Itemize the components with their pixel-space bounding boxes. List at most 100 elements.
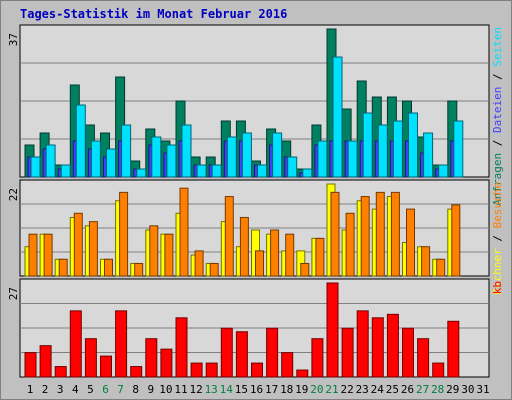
bar-seiten-day-20: [317, 140, 328, 178]
y-max-label: 37: [7, 33, 20, 46]
day-label-15: 15: [235, 383, 248, 396]
bar-besuche-day-11: [179, 187, 189, 277]
bar-besuche-day-8: [134, 262, 144, 277]
day-label-26: 26: [401, 383, 414, 396]
day-label-31: 31: [476, 383, 489, 396]
bar-kb-day-18: [281, 352, 294, 378]
bar-kb-day-24: [371, 317, 384, 378]
day-label-8: 8: [132, 383, 139, 396]
bar-seiten-day-15: [241, 132, 252, 178]
bar-besuche-day-5: [88, 221, 98, 277]
bar-seiten-day-22: [347, 140, 358, 178]
bar-kb-day-5: [84, 338, 97, 378]
bar-besuche-day-18: [285, 233, 295, 277]
bar-kb-day-17: [266, 327, 279, 378]
bar-seiten-day-17: [272, 132, 283, 178]
day-label-9: 9: [147, 383, 154, 396]
day-label-7: 7: [117, 383, 124, 396]
bar-seiten-day-25: [392, 120, 403, 178]
bar-kb-day-19: [296, 369, 309, 378]
bar-besuche-day-14: [224, 196, 234, 277]
legend-entry: /: [491, 133, 504, 153]
bar-besuche-day-13: [209, 262, 219, 277]
y-max-label: 27: [7, 287, 20, 300]
bar-besuche-day-1: [28, 233, 38, 277]
bar-seiten-day-19: [302, 168, 313, 178]
bar-seiten-day-6: [106, 148, 116, 178]
bar-kb-day-20: [311, 338, 324, 378]
day-label-19: 19: [295, 383, 308, 396]
bar-seiten-day-23: [362, 112, 373, 178]
bar-kb-day-28: [432, 362, 445, 378]
bar-kb-day-2: [39, 345, 52, 378]
legend-entry: /: [491, 67, 504, 87]
day-label-6: 6: [102, 383, 109, 396]
bar-seiten-day-5: [90, 140, 101, 178]
bar-seiten-day-14: [226, 136, 237, 178]
day-label-11: 11: [174, 383, 187, 396]
bar-seiten-day-18: [287, 156, 298, 178]
bar-besuche-day-22: [345, 212, 355, 277]
bar-besuche-day-24: [375, 191, 385, 277]
day-label-23: 23: [356, 383, 369, 396]
day-label-17: 17: [265, 383, 278, 396]
bar-besuche-day-16: [255, 250, 264, 277]
chart-title: Tages-Statistik im Monat Februar 2016: [20, 7, 288, 21]
bar-seiten-day-4: [75, 104, 86, 178]
bar-besuche-day-9: [149, 225, 159, 277]
bar-kb-day-23: [356, 310, 369, 378]
bar-seiten-day-7: [121, 124, 132, 178]
bar-kb-day-9: [145, 338, 158, 378]
bar-seiten-day-28: [438, 164, 449, 178]
day-label-20: 20: [310, 383, 323, 396]
bar-kb-day-4: [69, 310, 82, 378]
bar-kb-day-1: [24, 352, 37, 378]
day-label-24: 24: [371, 383, 385, 396]
bar-kb-day-22: [341, 327, 354, 378]
bar-besuche-day-4: [73, 212, 83, 277]
bar-seiten-day-11: [181, 124, 192, 178]
bar-seiten-day-13: [211, 164, 222, 178]
legend-entry: Dateien: [491, 87, 504, 133]
bar-kb-day-25: [386, 313, 399, 378]
legend-entry: kb: [491, 281, 504, 294]
bar-kb-day-3: [54, 366, 67, 378]
day-label-12: 12: [189, 383, 202, 396]
bar-besuche-day-12: [194, 250, 204, 277]
day-label-3: 3: [57, 383, 64, 396]
bar-kb-day-7: [115, 310, 128, 378]
bar-kb-day-10: [160, 348, 173, 378]
bar-besuche-day-15: [239, 216, 249, 277]
legend-entry: Seiten: [491, 27, 504, 67]
bar-besuche-day-6: [104, 258, 113, 277]
bar-kb-day-26: [402, 327, 414, 378]
bar-seiten-day-2: [45, 144, 56, 178]
day-label-5: 5: [87, 383, 94, 396]
bar-besuche-day-25: [390, 191, 400, 277]
bar-seiten-day-26: [408, 112, 418, 178]
day-label-30: 30: [461, 383, 474, 396]
bar-kb-day-6: [100, 355, 112, 378]
day-label-16: 16: [250, 383, 263, 396]
bar-kb-day-29: [447, 320, 460, 378]
day-label-13: 13: [205, 383, 218, 396]
bar-seiten-day-8: [136, 168, 147, 178]
legend-entry: Anfragen: [491, 153, 504, 206]
bar-kb-day-13: [205, 362, 218, 378]
day-label-29: 29: [446, 383, 459, 396]
legend-entry: /: [491, 228, 504, 248]
bar-kb-day-8: [130, 366, 143, 378]
day-label-1: 1: [27, 383, 34, 396]
bar-kb-day-12: [190, 362, 203, 378]
day-label-22: 22: [340, 383, 353, 396]
day-label-27: 27: [416, 383, 429, 396]
day-label-14: 14: [220, 383, 234, 396]
bar-besuche-day-27: [421, 246, 431, 277]
bar-besuche-day-26: [406, 208, 415, 277]
day-label-25: 25: [386, 383, 399, 396]
bar-besuche-day-20: [315, 237, 325, 277]
legend-entry: Besuche: [491, 182, 504, 228]
day-label-10: 10: [159, 383, 172, 396]
bar-seiten-day-3: [60, 164, 71, 178]
bar-besuche-day-28: [436, 258, 446, 277]
